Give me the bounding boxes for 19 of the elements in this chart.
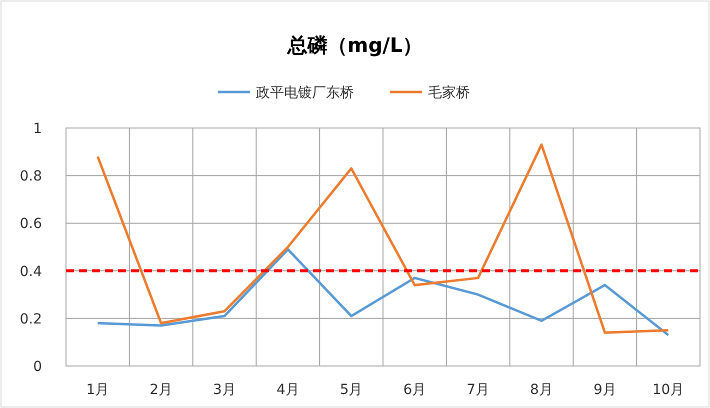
y-tick-label: 1	[33, 121, 42, 137]
y-tick-label: 0.4	[20, 264, 42, 280]
y-tick-label: 0.8	[20, 168, 42, 185]
x-tick-label: 3月	[213, 382, 236, 398]
legend-label: 毛家桥	[428, 85, 470, 101]
x-tick-label: 10月	[652, 382, 684, 398]
x-tick-label: 2月	[150, 382, 173, 398]
x-tick-label: 1月	[86, 382, 110, 398]
x-tick-label: 5月	[340, 382, 363, 398]
y-tick-label: 0.2	[20, 311, 42, 328]
legend-label: 政平电镀厂东桥	[256, 85, 354, 101]
y-tick-label: 0	[33, 359, 42, 375]
x-tick-label: 8月	[530, 382, 553, 398]
x-tick-label: 4月	[276, 382, 300, 398]
x-tick-label: 9月	[593, 382, 616, 398]
chart-title: 总磷（mg/L）	[286, 33, 423, 57]
y-tick-label: 0.6	[20, 216, 42, 232]
x-tick-label: 7月	[466, 382, 490, 398]
x-tick-label: 6月	[403, 382, 426, 398]
